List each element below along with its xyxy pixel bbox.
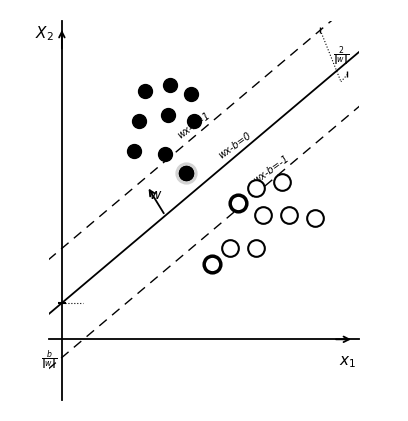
Text: w: w — [150, 188, 161, 203]
Text: $\frac{b}{\|w\|}$: $\frac{b}{\|w\|}$ — [41, 349, 57, 372]
Text: wx-b=-1: wx-b=-1 — [251, 153, 290, 185]
Text: $X_2$: $X_2$ — [35, 24, 54, 43]
Text: $x_1$: $x_1$ — [339, 354, 357, 370]
Text: wx-b=1: wx-b=1 — [175, 110, 212, 141]
Text: wx-b=0: wx-b=0 — [216, 130, 253, 160]
Text: $\frac{2}{\|w\|}$: $\frac{2}{\|w\|}$ — [333, 44, 349, 68]
